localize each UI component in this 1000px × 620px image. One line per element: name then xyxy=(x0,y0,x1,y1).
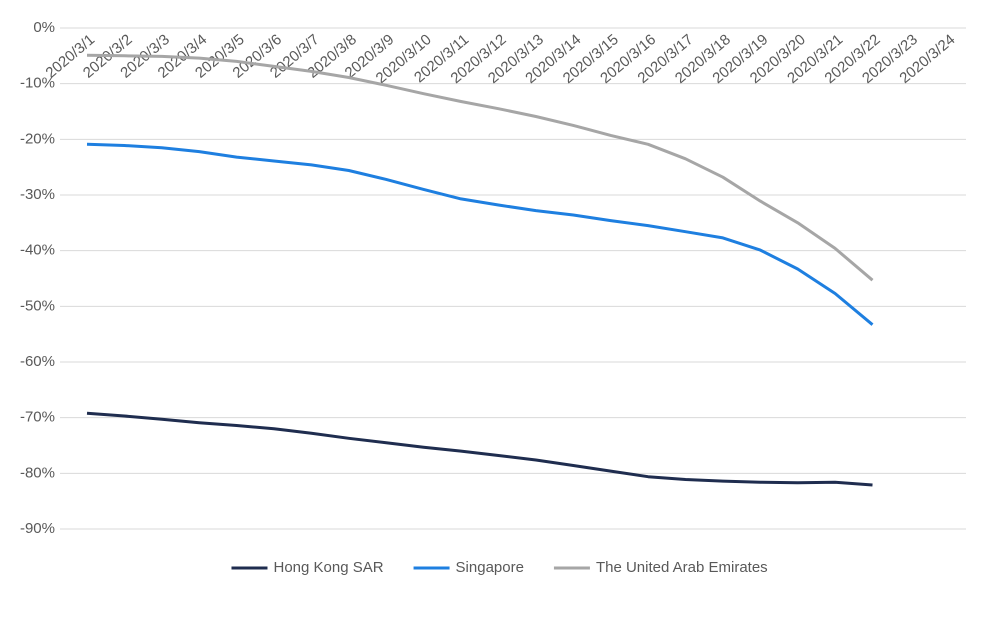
y-tick-label: 0% xyxy=(33,19,55,36)
y-tick-label: -20% xyxy=(20,130,55,147)
y-tick-label: -40% xyxy=(20,242,55,259)
y-tick-label: -50% xyxy=(20,297,55,314)
y-tick-label: -80% xyxy=(20,464,55,481)
y-tick-label: -60% xyxy=(20,353,55,370)
series-line xyxy=(86,53,874,282)
y-tick-label: -10% xyxy=(20,75,55,92)
legend-label: The United Arab Emirates xyxy=(596,559,768,576)
y-tick-label: -90% xyxy=(20,520,55,537)
legend-label: Hong Kong SAR xyxy=(273,559,383,576)
series-line xyxy=(86,142,874,326)
series-line xyxy=(86,411,873,487)
y-tick-label: -70% xyxy=(20,409,55,426)
y-tick-label: -30% xyxy=(20,186,55,203)
legend-label: Singapore xyxy=(456,559,524,576)
